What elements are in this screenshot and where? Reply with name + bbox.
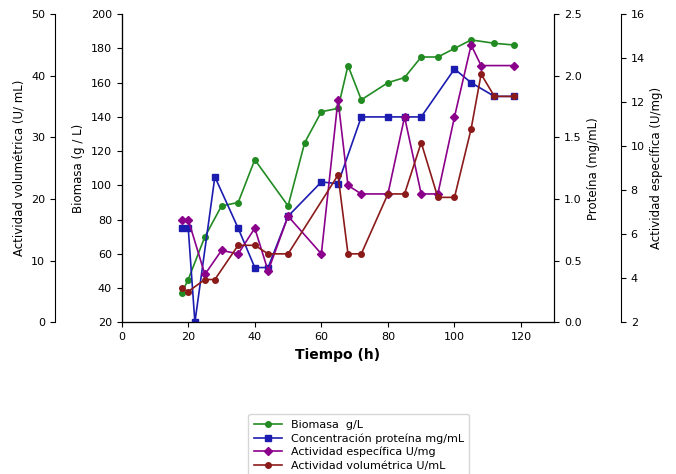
X-axis label: Tiempo (h): Tiempo (h) [295, 347, 381, 362]
Y-axis label: Actividad volumétrica (U/ mL): Actividad volumétrica (U/ mL) [13, 80, 26, 256]
Legend: Biomasa  g/L, Concentración proteína mg/mL, Actividad específica U/mg, Actividad: Biomasa g/L, Concentración proteína mg/m… [248, 414, 469, 474]
Y-axis label: Biomasa (g / L): Biomasa (g / L) [72, 124, 85, 213]
Y-axis label: Actividad específica (U/mg): Actividad específica (U/mg) [650, 87, 663, 249]
Y-axis label: Proteína (mg/mL): Proteína (mg/mL) [587, 117, 600, 219]
